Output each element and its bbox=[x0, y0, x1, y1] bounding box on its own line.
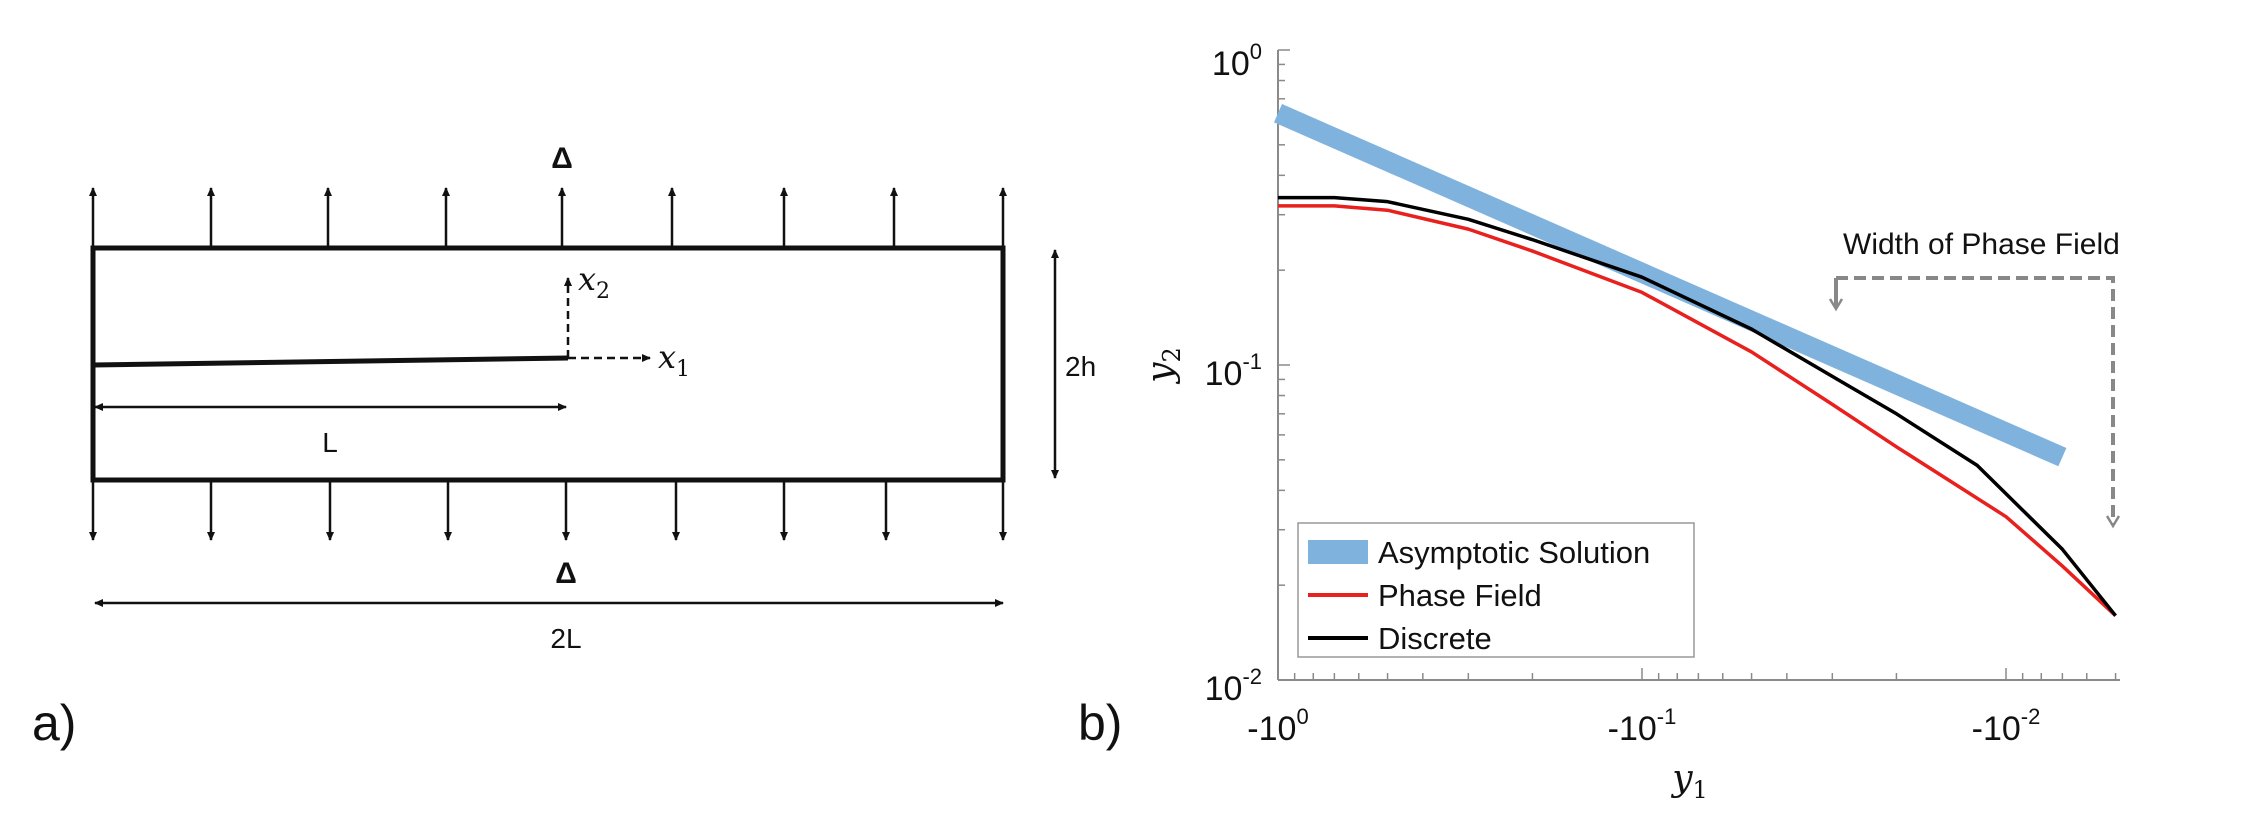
legend-label: Asymptotic Solution bbox=[1378, 535, 1650, 570]
delta-bottom-label: Δ bbox=[555, 557, 577, 590]
annotation-label: Width of Phase Field bbox=[1843, 228, 2120, 261]
x-tick-label: -10-1 bbox=[1608, 704, 1677, 748]
chart-legend: Asymptotic Solution Phase Field Discrete bbox=[1297, 522, 1695, 658]
panel-b-chart: b) 100 10-1 10-2 -100 -10-1 -10-2 y1 y2 … bbox=[1078, 39, 2121, 804]
annotation-bracket bbox=[1836, 276, 2121, 529]
height-label: 2h bbox=[1065, 351, 1096, 382]
legend-label: Discrete bbox=[1378, 621, 1492, 656]
series-phase-field bbox=[1278, 204, 2117, 617]
delta-top-label: Δ bbox=[551, 142, 573, 175]
y-axis-label: y2 bbox=[1140, 347, 1186, 385]
panel-a-diagram: a) x2 x1 Δ bbox=[32, 142, 1096, 751]
x-tick-label: -100 bbox=[1247, 704, 1308, 748]
series-discrete bbox=[1278, 195, 2117, 617]
x-tick-label: -10-2 bbox=[1972, 704, 2041, 748]
y-tick-label: 10-2 bbox=[1205, 664, 1262, 708]
y-tick-label: 10-1 bbox=[1205, 349, 1262, 393]
top-displacement-arrows bbox=[89, 187, 1007, 248]
bottom-displacement-arrows bbox=[89, 480, 1007, 541]
series-asymptotic-solution bbox=[1273, 104, 2067, 467]
legend-label: Phase Field bbox=[1378, 578, 1542, 613]
series-layer bbox=[1273, 104, 2117, 617]
width-label: 2L bbox=[550, 623, 581, 654]
y-tick-label: 100 bbox=[1212, 39, 1262, 83]
x1-axis-label: x1 bbox=[658, 338, 690, 382]
panel-a-label: a) bbox=[32, 695, 76, 751]
x-axis-label: y1 bbox=[1670, 758, 1708, 804]
axis-minor-ticks bbox=[1278, 49, 2117, 681]
crack-length-label: L bbox=[322, 427, 338, 458]
x2-axis-label: x2 bbox=[578, 260, 610, 304]
panel-b-label: b) bbox=[1078, 695, 1122, 751]
crack-line bbox=[92, 355, 569, 368]
legend-swatch bbox=[1308, 540, 1368, 564]
